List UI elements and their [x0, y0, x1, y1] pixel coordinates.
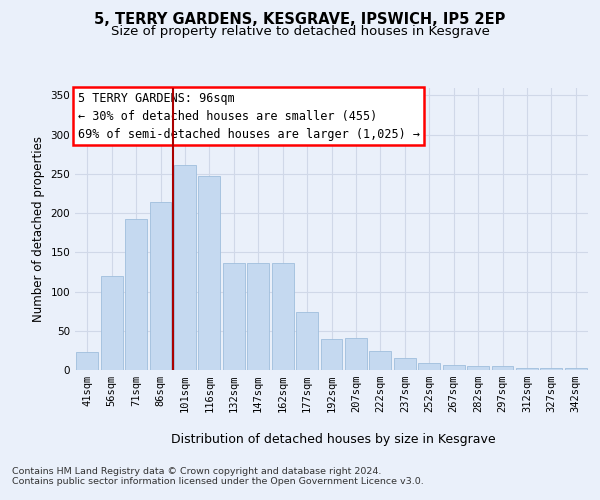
Y-axis label: Number of detached properties: Number of detached properties	[32, 136, 45, 322]
Text: Contains public sector information licensed under the Open Government Licence v3: Contains public sector information licen…	[12, 477, 424, 486]
Text: 5, TERRY GARDENS, KESGRAVE, IPSWICH, IP5 2EP: 5, TERRY GARDENS, KESGRAVE, IPSWICH, IP5…	[94, 12, 506, 28]
Bar	[418, 363, 440, 370]
Bar	[394, 358, 416, 370]
Bar	[443, 366, 464, 370]
Bar	[101, 276, 122, 370]
Bar	[467, 366, 489, 370]
Bar	[296, 312, 318, 370]
Bar	[223, 264, 245, 370]
Bar	[370, 351, 391, 370]
Bar	[199, 176, 220, 370]
Text: Distribution of detached houses by size in Kesgrave: Distribution of detached houses by size …	[170, 432, 496, 446]
Bar	[272, 264, 293, 370]
Text: Contains HM Land Registry data © Crown copyright and database right 2024.: Contains HM Land Registry data © Crown c…	[12, 467, 382, 476]
Bar	[320, 338, 343, 370]
Bar	[149, 202, 172, 370]
Text: Size of property relative to detached houses in Kesgrave: Size of property relative to detached ho…	[110, 25, 490, 38]
Bar	[491, 366, 514, 370]
Bar	[125, 218, 147, 370]
Bar	[76, 352, 98, 370]
Text: 5 TERRY GARDENS: 96sqm
← 30% of detached houses are smaller (455)
69% of semi-de: 5 TERRY GARDENS: 96sqm ← 30% of detached…	[77, 92, 419, 140]
Bar	[516, 368, 538, 370]
Bar	[345, 338, 367, 370]
Bar	[174, 165, 196, 370]
Bar	[541, 368, 562, 370]
Bar	[565, 368, 587, 370]
Bar	[247, 264, 269, 370]
